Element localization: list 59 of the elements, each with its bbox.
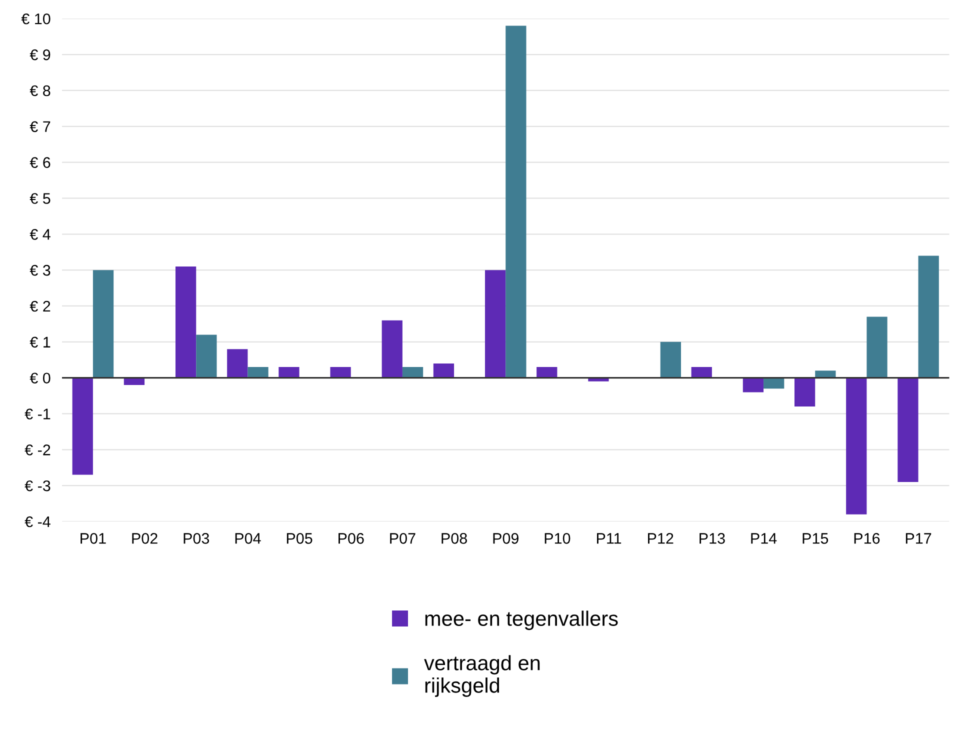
x-tick-label: P07 xyxy=(390,533,416,544)
bar xyxy=(92,270,114,378)
bar xyxy=(382,320,402,378)
bar xyxy=(278,367,300,378)
x-tick-label: P10 xyxy=(544,533,570,544)
x-tick-label: P17 xyxy=(906,533,932,544)
y-tick-label: € 5 xyxy=(30,193,50,204)
bar xyxy=(124,378,145,386)
bar xyxy=(846,378,867,514)
x-tick-label: P01 xyxy=(80,533,106,544)
y-tick-label: € 4 xyxy=(30,229,50,240)
x-tick-label: P06 xyxy=(338,533,364,544)
bar xyxy=(227,349,248,378)
x-tick-label: P14 xyxy=(751,533,777,544)
bar xyxy=(248,367,268,378)
y-tick-label: € 1 xyxy=(30,336,50,348)
y-tick-label: € -1 xyxy=(24,408,50,420)
x-tick-label: P13 xyxy=(700,533,725,544)
y-tick-label: € 2 xyxy=(30,300,50,312)
y-tick-label: € 6 xyxy=(30,157,50,168)
x-tick-label: P16 xyxy=(854,533,880,544)
bar xyxy=(175,266,196,378)
y-tick-label: € 8 xyxy=(30,85,50,96)
bar xyxy=(660,342,681,378)
bar xyxy=(794,378,816,407)
x-tick-label: P11 xyxy=(597,533,622,544)
y-tick-label: € -4 xyxy=(24,516,50,528)
x-tick-label: P02 xyxy=(132,533,158,544)
bar xyxy=(536,367,558,378)
bar xyxy=(898,378,918,482)
bar xyxy=(742,378,764,392)
legend-label: vertraagd en rijksgeld xyxy=(424,655,540,697)
bar xyxy=(402,367,424,378)
bar xyxy=(196,334,217,378)
x-tick-label: P15 xyxy=(802,533,828,544)
bar xyxy=(691,367,712,378)
x-tick-label: P12 xyxy=(648,533,674,544)
x-tick-label: P04 xyxy=(235,533,261,544)
bar xyxy=(330,367,351,378)
bar xyxy=(866,316,888,378)
bar xyxy=(433,363,454,378)
bar xyxy=(764,378,784,389)
bar xyxy=(506,26,526,378)
x-tick-label: P05 xyxy=(286,533,312,544)
y-tick-label: € 3 xyxy=(30,264,50,276)
legend-label: mee- en tegenvallers xyxy=(425,610,618,630)
y-tick-label: € 0 xyxy=(30,372,50,384)
y-tick-label: € 9 xyxy=(30,49,50,60)
y-tick-label: € 10 xyxy=(21,13,50,24)
y-tick-label: € -3 xyxy=(24,480,50,492)
bar xyxy=(918,256,939,378)
x-tick-label: P09 xyxy=(493,533,518,544)
bar xyxy=(484,270,506,378)
bar xyxy=(815,370,836,378)
y-tick-label: € -2 xyxy=(24,444,50,456)
x-tick-label: P03 xyxy=(184,533,210,544)
y-tick-label: € 7 xyxy=(30,121,50,132)
x-tick-label: P08 xyxy=(442,533,467,544)
bar xyxy=(72,378,93,475)
